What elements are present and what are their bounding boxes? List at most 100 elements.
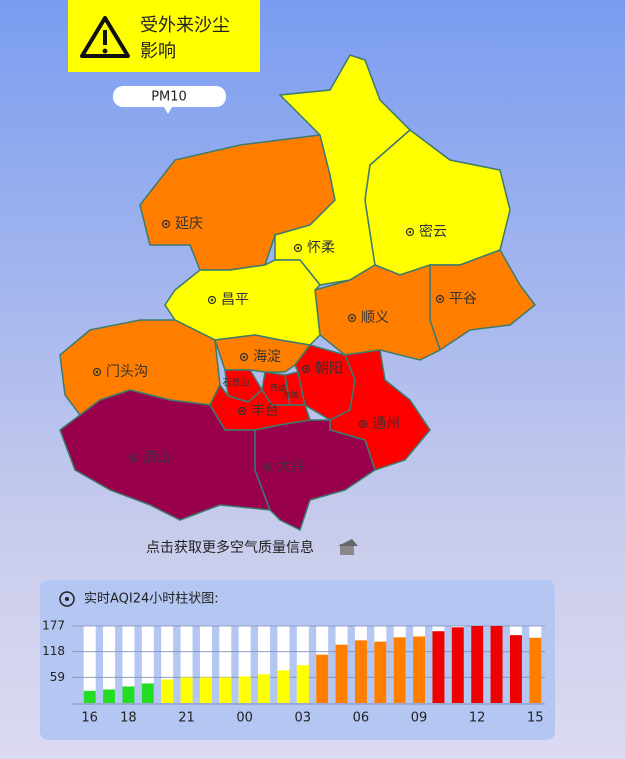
chart-icon (59, 591, 75, 607)
bar (432, 631, 445, 703)
district-dot (92, 367, 102, 377)
district-label: 房山 (143, 450, 171, 466)
district-label: 怀柔 (307, 240, 335, 256)
district-dot-center (304, 367, 308, 371)
bar (393, 637, 406, 703)
bar-track (122, 626, 135, 703)
district-dot (129, 453, 139, 463)
district-dot (207, 295, 217, 305)
district-dot (435, 294, 445, 304)
bar (451, 627, 464, 703)
district-dot (358, 419, 368, 429)
district (254, 419, 376, 532)
district-dot-center (132, 456, 136, 460)
bar (354, 640, 367, 703)
hand-icon[interactable] (338, 539, 358, 555)
district-label: 平谷 (449, 291, 477, 307)
x-tick-label: 21 (178, 711, 195, 726)
bar (471, 626, 484, 703)
district-label: 密云 (419, 223, 447, 240)
district-dot-center (240, 409, 244, 413)
district-label: 东城 (283, 390, 299, 400)
bar (509, 635, 522, 703)
bar (490, 626, 503, 703)
bar (141, 683, 154, 703)
district-label: 朝阳 (315, 361, 343, 377)
map: 延庆怀柔 密云平谷顺义 昌平门头沟 海淀石景山西城东城 朝阳丰台通州房山大兴 (59, 54, 537, 532)
warning-text: 影响 (140, 41, 176, 62)
bar (161, 679, 174, 703)
pollutant-label: PM10 (151, 90, 187, 105)
district (314, 263, 441, 361)
district-label: 海淀 (253, 349, 281, 365)
x-tick-label: 09 (411, 711, 428, 726)
district (429, 249, 537, 352)
district-label: 昌平 (221, 292, 249, 308)
bar (529, 637, 542, 703)
bar (180, 677, 193, 703)
district-dot-center (242, 355, 246, 359)
bar (103, 689, 116, 703)
pollutant-bubble[interactable]: PM10 (113, 86, 226, 114)
district-dot (237, 406, 247, 416)
district-dot-center (408, 230, 412, 234)
bar (199, 677, 212, 703)
y-tick-label: 59 (50, 670, 65, 684)
chart-title: 实时AQI24小时柱状图: (84, 592, 219, 607)
district-dot-center (350, 316, 354, 320)
district-dot-center (95, 370, 99, 374)
bar (258, 674, 271, 703)
district-dot (263, 462, 273, 472)
bar (122, 686, 135, 703)
warning-icon-dot (102, 48, 108, 54)
bar (374, 641, 387, 703)
warning-bg (68, 0, 260, 72)
hand-icon-body (340, 544, 354, 555)
district-dot-center (361, 422, 365, 426)
bar (238, 676, 251, 703)
district-label: 门头沟 (106, 364, 148, 380)
bar (296, 665, 309, 703)
warning-text: 受外来沙尘 (140, 15, 230, 36)
x-tick-label: 18 (120, 711, 137, 726)
district-label: 顺义 (361, 310, 389, 326)
bar (413, 636, 426, 703)
more-info-link[interactable]: 点击获取更多空气质量信息 (146, 539, 314, 556)
district-dot-center (210, 298, 214, 302)
bubble-bg (113, 86, 226, 107)
x-tick-label: 03 (295, 711, 312, 726)
y-tick-label: 177 (42, 619, 65, 633)
district-dot-center (296, 246, 300, 250)
district-dot-center (266, 465, 270, 469)
district-dot-center (438, 297, 442, 301)
district-label: 丰台 (251, 403, 279, 419)
bar (83, 690, 96, 703)
district-label: 西城 (270, 384, 286, 393)
district-label: 大兴 (277, 459, 305, 475)
bar (277, 670, 290, 703)
x-tick-label: 00 (236, 711, 253, 726)
chart-icon-dot (65, 597, 69, 601)
bar-track (83, 626, 96, 703)
district-dot (301, 364, 311, 374)
x-tick-label: 15 (527, 711, 544, 726)
x-tick-label: 06 (353, 711, 370, 726)
hand-icon-top (338, 539, 358, 546)
district-dot (347, 313, 357, 323)
warning-icon (80, 16, 130, 58)
bar-track (103, 626, 116, 703)
chart: 59 118 177 16 18 21 00 03 06 09 12 15 (42, 619, 545, 726)
district-dot (293, 243, 303, 253)
district-dot-center (164, 222, 168, 226)
bar (219, 677, 232, 703)
district-label: 延庆 (175, 216, 203, 232)
district-dot (161, 219, 171, 229)
x-tick-label: 12 (469, 711, 486, 726)
district-label: 石景山 (222, 378, 249, 389)
district-label: 通州 (372, 416, 400, 432)
district-dot (239, 352, 249, 362)
district (364, 129, 511, 276)
bar (316, 654, 329, 703)
